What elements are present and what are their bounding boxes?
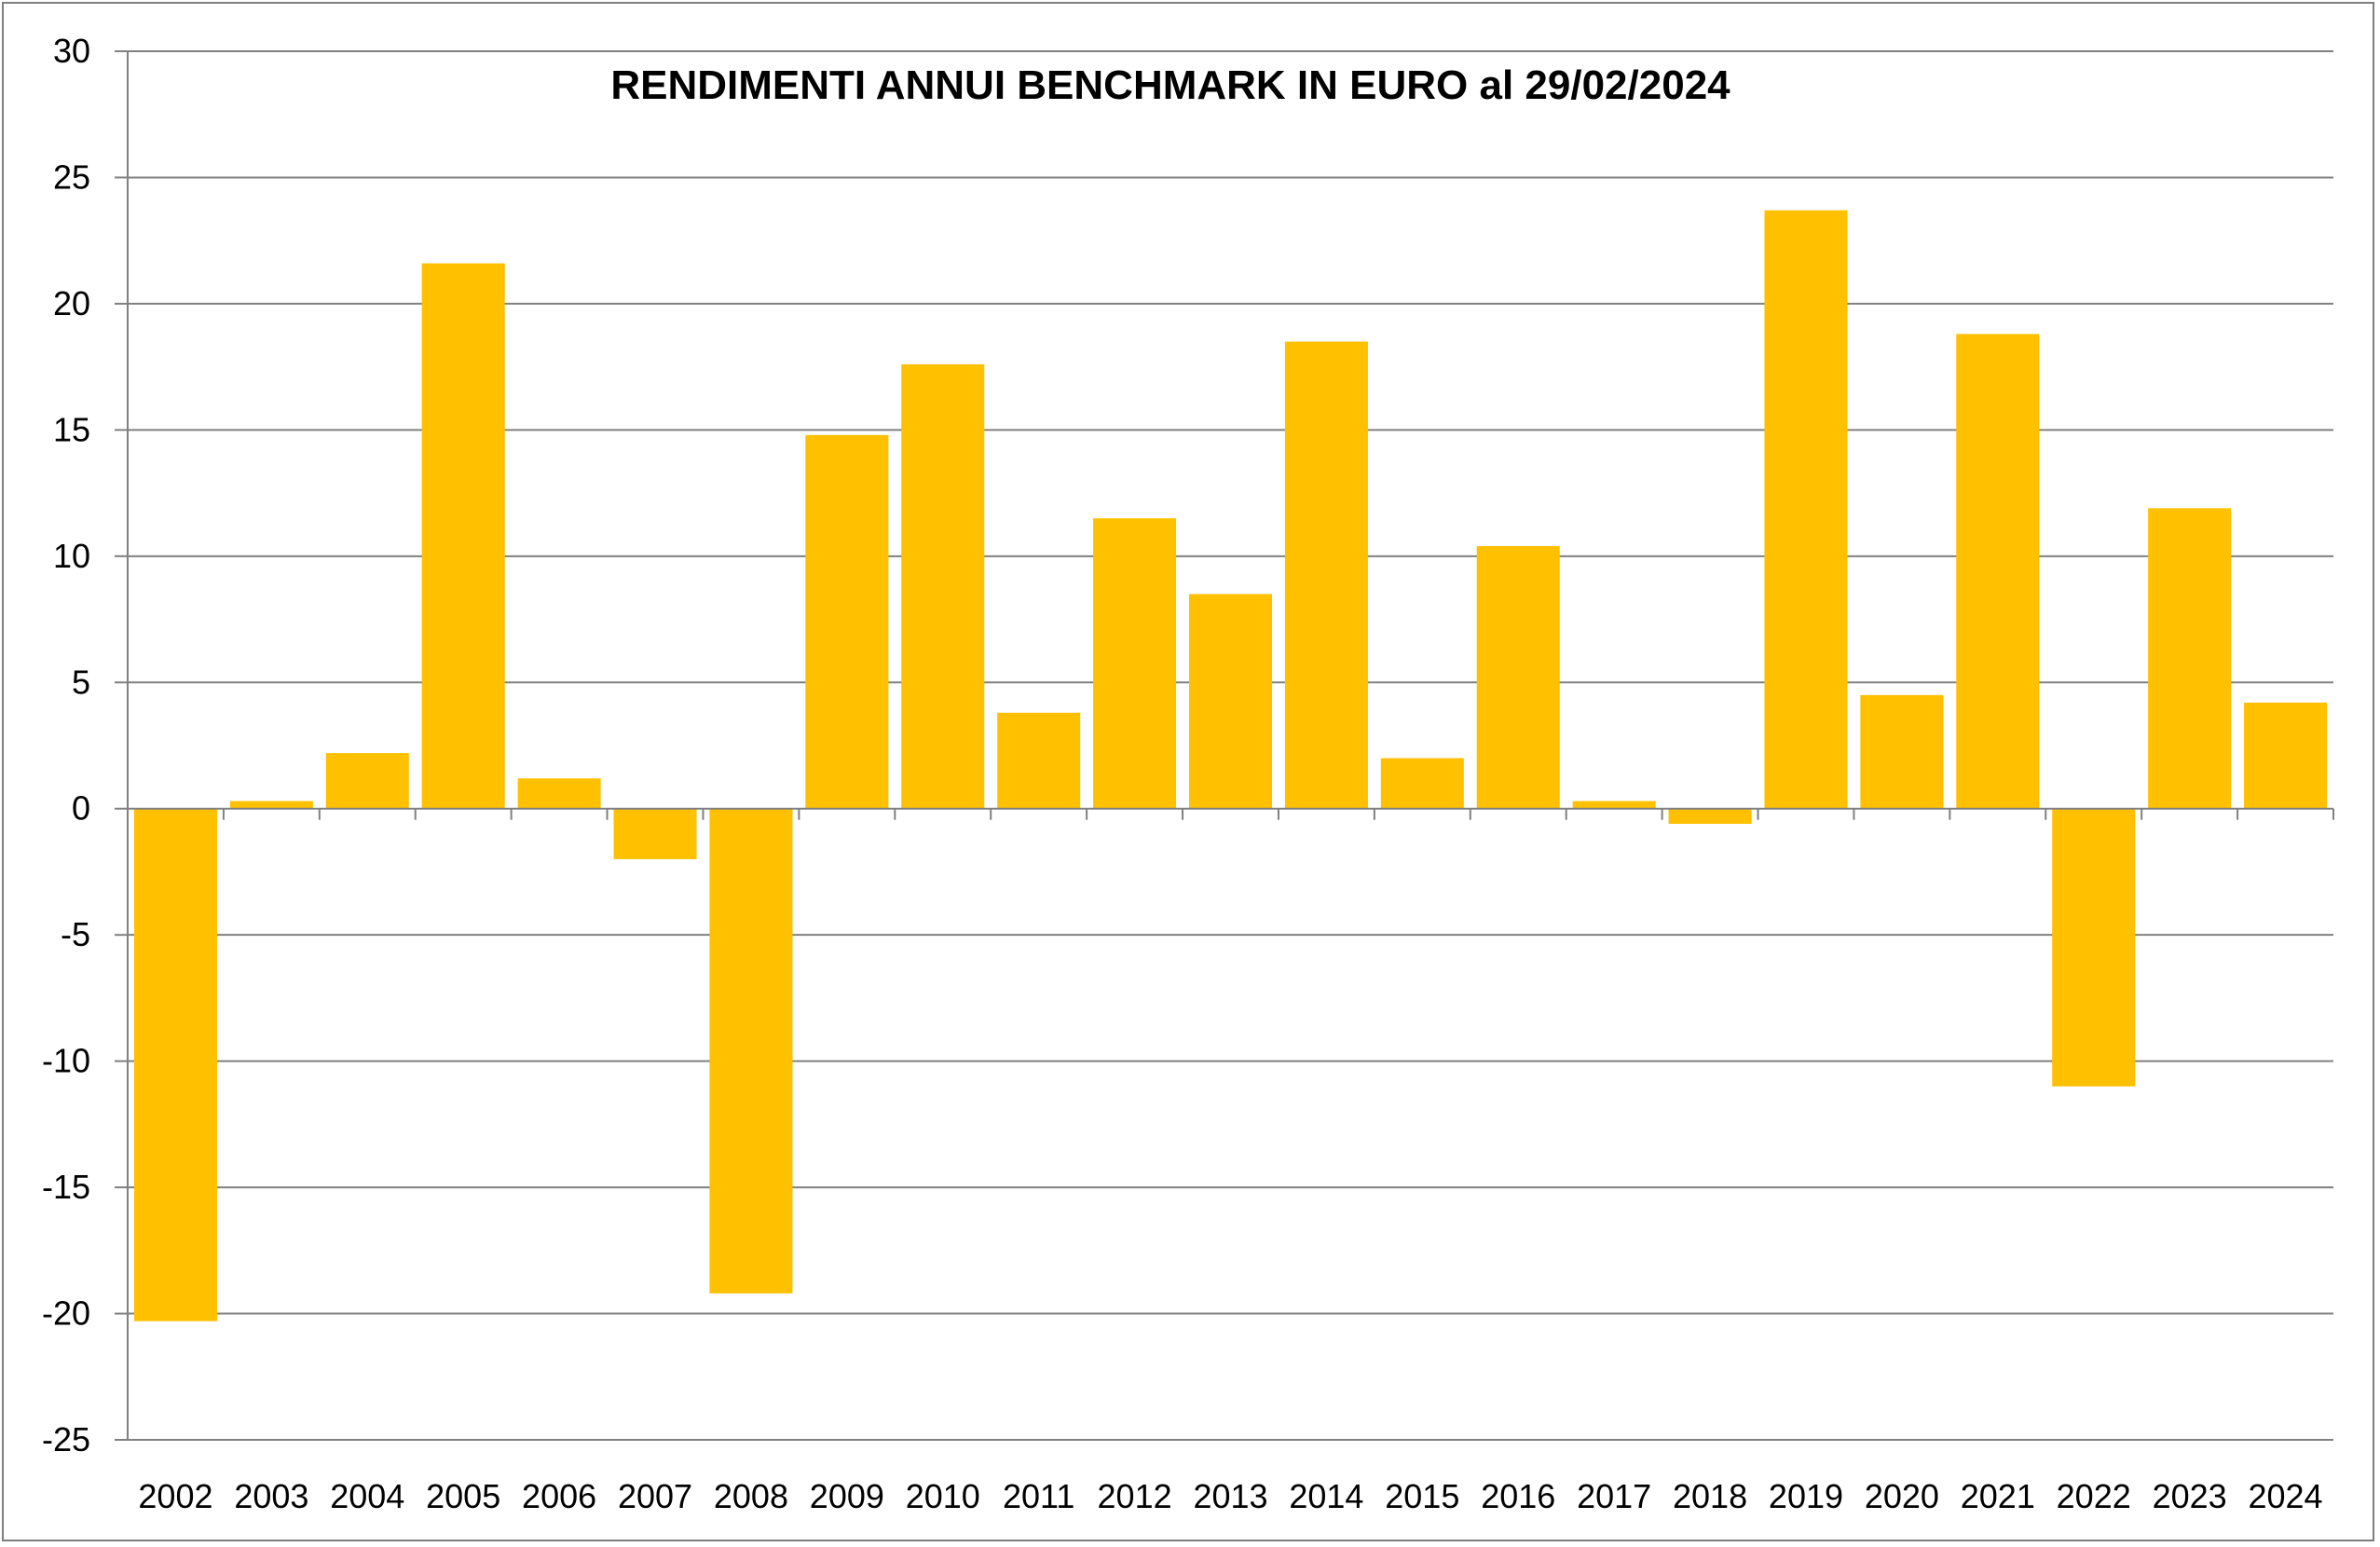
x-category-label: 2019 xyxy=(1769,1477,1843,1515)
y-tick-label: -5 xyxy=(61,915,90,953)
x-category-label: 2003 xyxy=(234,1477,308,1515)
bar-2003 xyxy=(229,801,313,809)
y-tick-labels: 30 25 20 15 10 5 0 -5 -10 -15 -20 -25 xyxy=(42,32,90,1458)
bar-2022 xyxy=(2052,808,2136,1087)
bar-2012 xyxy=(1093,518,1177,809)
y-tick-label: 15 xyxy=(53,410,90,448)
y-tick-label: 0 xyxy=(72,789,90,828)
x-category-label: 2010 xyxy=(906,1477,980,1515)
bar-2019 xyxy=(1764,210,1848,809)
bar-2023 xyxy=(2148,508,2232,809)
x-category-label: 2009 xyxy=(810,1477,884,1515)
bar-2016 xyxy=(1476,545,1560,809)
chart-title: RENDIMENTI ANNUI BENCHMARK IN EURO al 29… xyxy=(610,62,1730,108)
x-category-label: 2014 xyxy=(1289,1477,1363,1515)
x-category-label: 2006 xyxy=(522,1477,596,1515)
x-category-label: 2017 xyxy=(1577,1477,1651,1515)
x-category-label: 2013 xyxy=(1193,1477,1267,1515)
x-category-labels: 2002 2003 2004 2005 2006 2007 2008 2009 2010 2011… xyxy=(138,1477,2322,1515)
bar-2004 xyxy=(325,753,409,809)
x-category-label: 2008 xyxy=(714,1477,788,1515)
bar-2006 xyxy=(517,778,601,809)
y-tick-label: 10 xyxy=(53,537,90,575)
bar-2024 xyxy=(2244,702,2328,809)
x-category-label: 2004 xyxy=(330,1477,404,1515)
x-category-label: 2007 xyxy=(618,1477,692,1515)
y-tick-label: 30 xyxy=(53,32,90,70)
x-category-label: 2011 xyxy=(1003,1477,1074,1515)
bars xyxy=(128,210,2333,1321)
x-category-label: 2002 xyxy=(138,1477,212,1515)
bar-2008 xyxy=(709,808,793,1294)
y-tick-label: 25 xyxy=(53,157,90,196)
axes xyxy=(115,50,2334,1441)
y-tick-label: 5 xyxy=(72,663,90,701)
bar-2011 xyxy=(997,712,1081,809)
x-category-label: 2018 xyxy=(1673,1477,1747,1515)
bar-2002 xyxy=(133,808,217,1321)
bar-2014 xyxy=(1284,341,1368,809)
y-tick-label: -10 xyxy=(42,1042,90,1080)
x-category-label: 2021 xyxy=(1961,1477,2035,1515)
x-category-label: 2023 xyxy=(2153,1477,2227,1515)
x-category-label: 2005 xyxy=(426,1477,500,1515)
bar-2020 xyxy=(1860,694,1944,809)
x-category-label: 2020 xyxy=(1865,1477,1939,1515)
x-category-label: 2022 xyxy=(2057,1477,2131,1515)
bar-2010 xyxy=(901,363,985,809)
y-tick-label: -20 xyxy=(42,1294,90,1333)
bar-2017 xyxy=(1572,801,1656,809)
y-tick-label: -15 xyxy=(42,1168,90,1206)
y-tick-label: -25 xyxy=(42,1420,90,1458)
bar-2009 xyxy=(805,434,889,809)
bar-2021 xyxy=(1956,334,2040,809)
bar-2005 xyxy=(421,263,505,809)
bar-2013 xyxy=(1188,594,1273,809)
x-category-label: 2012 xyxy=(1098,1477,1172,1515)
x-category-label: 2024 xyxy=(2248,1477,2322,1515)
x-category-label: 2015 xyxy=(1385,1477,1459,1515)
bar-2018 xyxy=(1668,808,1752,824)
y-tick-label: 20 xyxy=(53,284,90,322)
bar-2015 xyxy=(1380,758,1464,809)
bar-2007 xyxy=(613,808,697,859)
x-category-label: 2016 xyxy=(1481,1477,1555,1515)
